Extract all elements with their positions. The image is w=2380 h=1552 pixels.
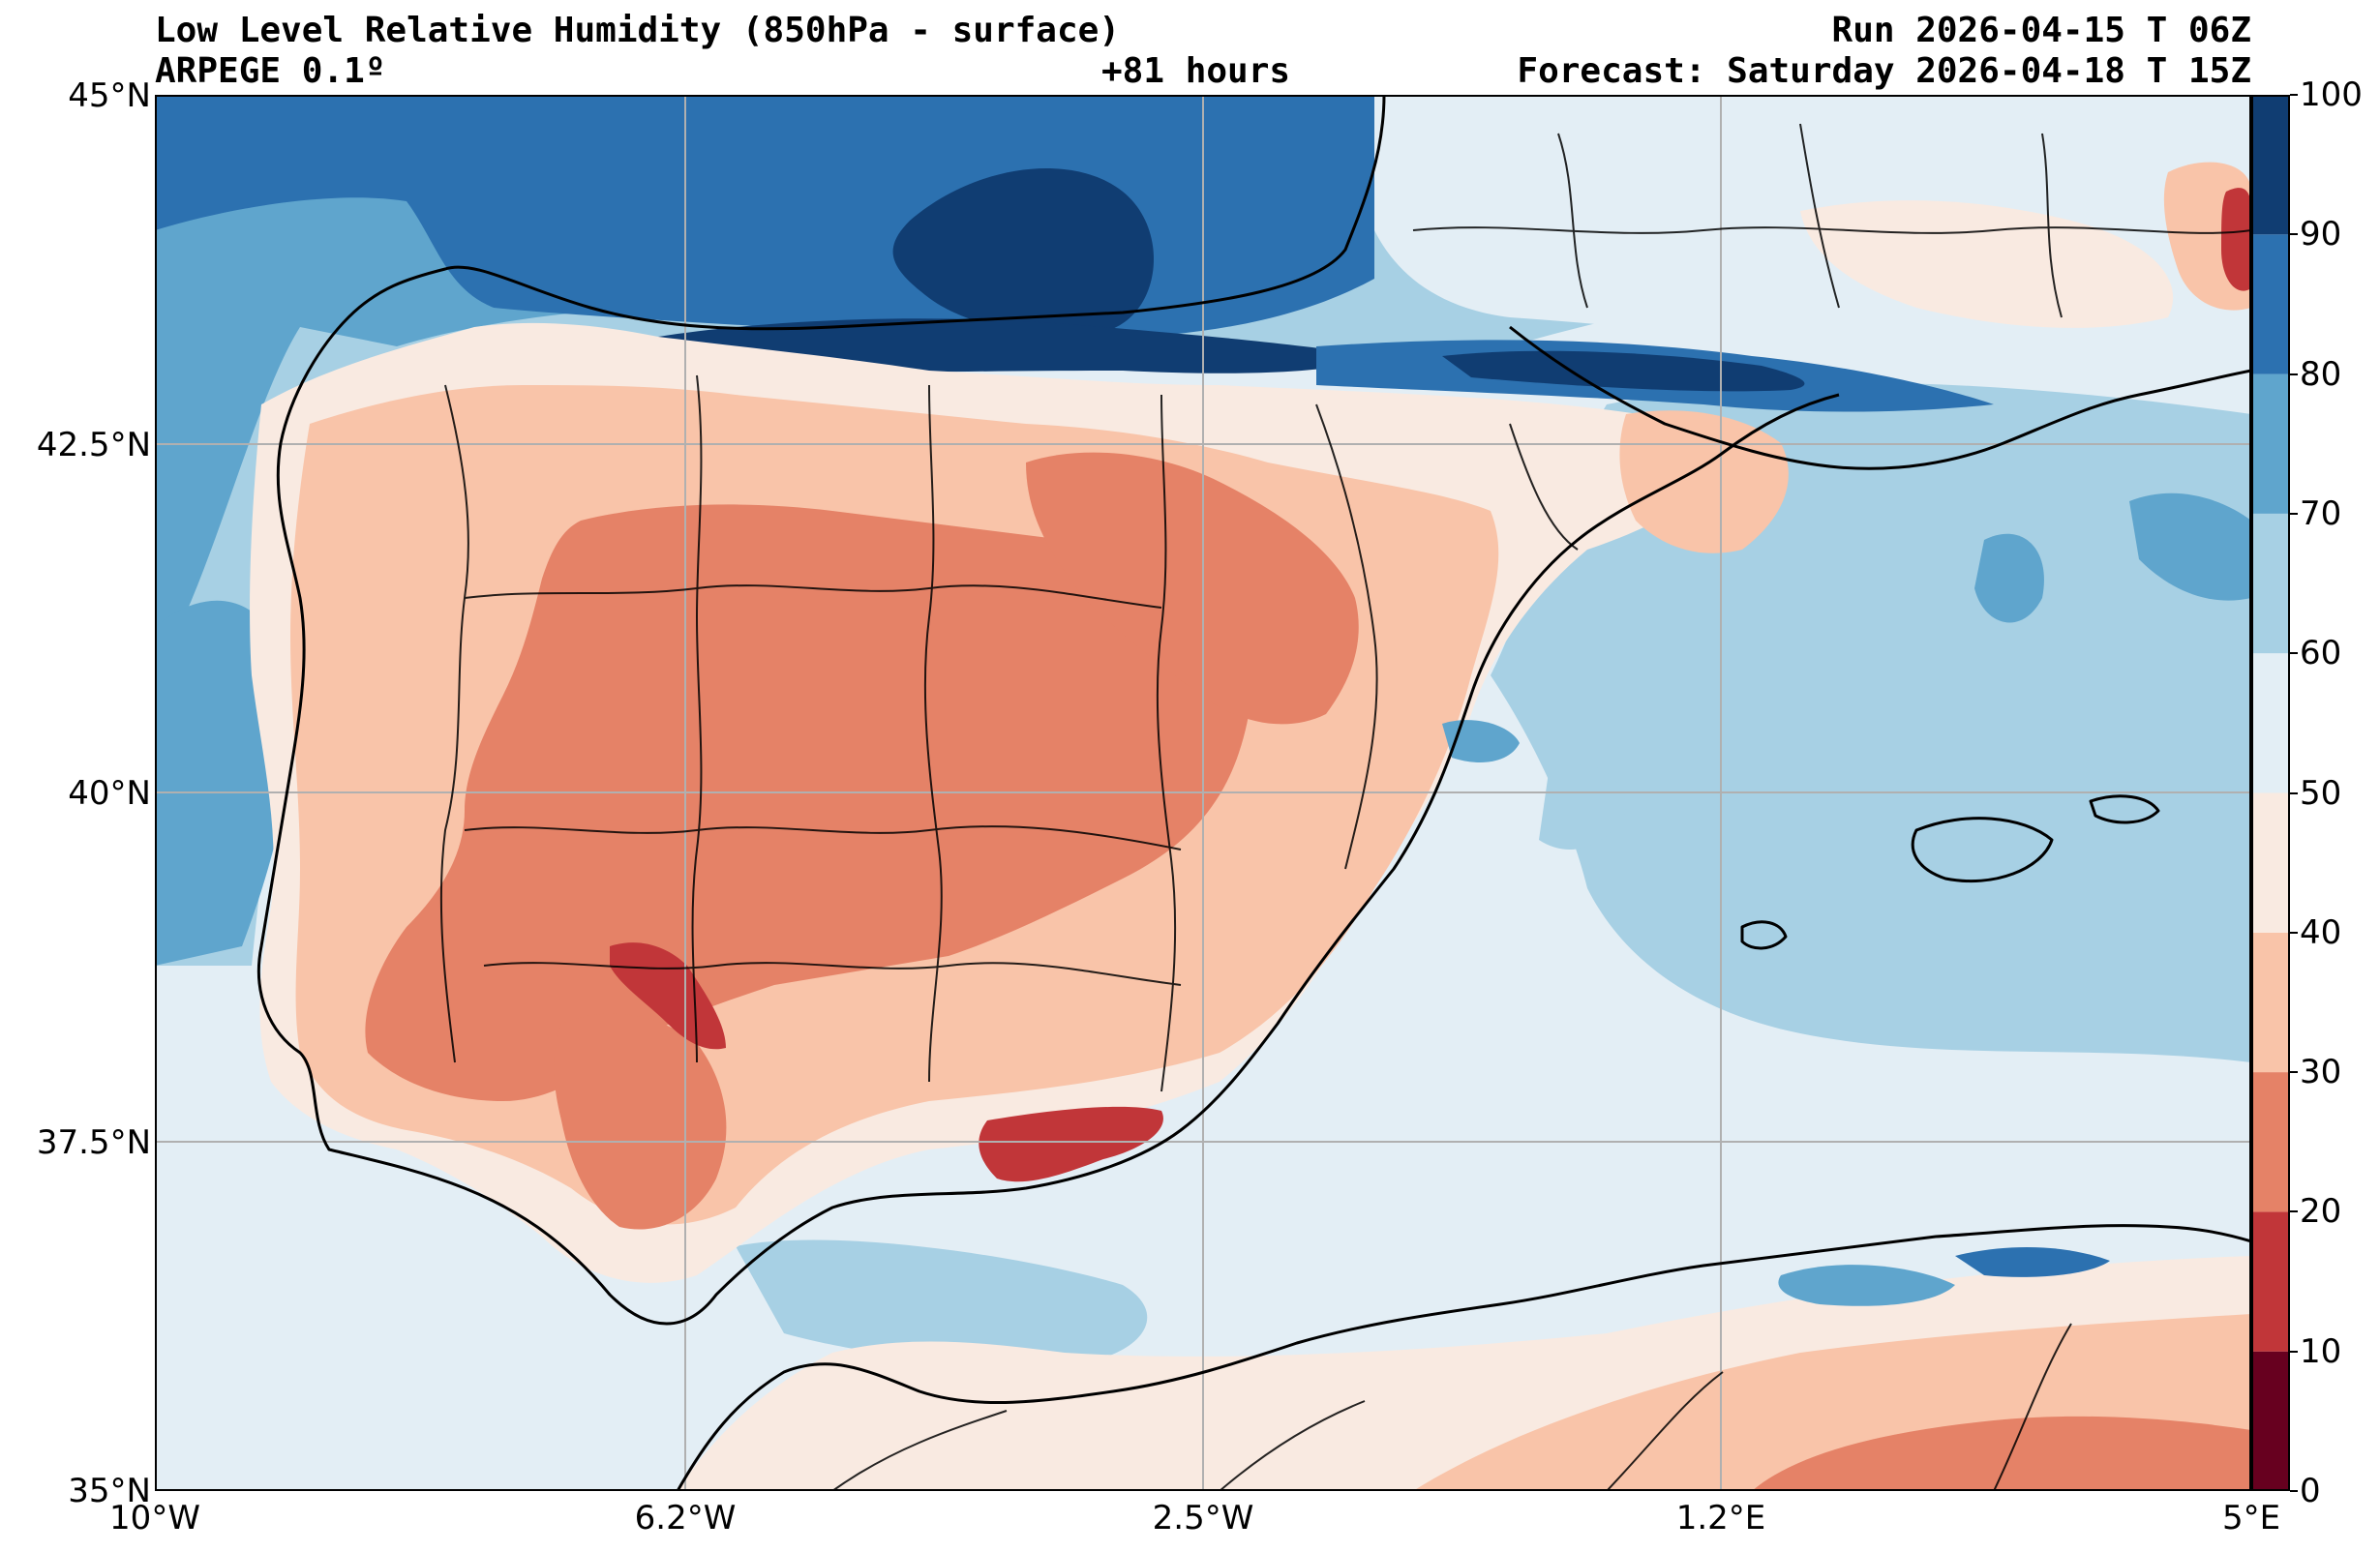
ligurian-moist-patch: [2129, 492, 2251, 601]
map-title: Low Level Relative Humidity (850hPa - su…: [155, 11, 1120, 50]
colorbar-segment-50-60: [2251, 653, 2290, 793]
lat-label-40n: 40°N: [68, 774, 151, 813]
catalonia-dry: [1619, 410, 1789, 553]
lead-time: +81 hours: [1101, 51, 1291, 91]
lat-label-37-5n: 37.5°N: [36, 1123, 151, 1162]
colorbar-tick-20: 20: [2300, 1192, 2342, 1232]
north-africa-coastline: [676, 1224, 2251, 1491]
balearic-sea-humidity: [1491, 382, 2251, 1063]
colorbar-tick-60: 60: [2300, 634, 2342, 673]
iberia-coastline: [256, 95, 1840, 1326]
andalusia-dry: [554, 1013, 727, 1230]
alps-10-20: [2221, 188, 2251, 291]
lon-label-5e: 5°E: [2221, 1499, 2281, 1537]
colorbar-tick-mark: [2290, 512, 2298, 515]
colorbar-tick-mark: [2290, 1350, 2298, 1353]
colorbar-tick-40: 40: [2300, 912, 2342, 952]
colorbar-tick-mark: [2290, 931, 2298, 934]
colorbar-segment-60-70: [2251, 513, 2290, 654]
colorbar-segment-10-20: [2251, 1211, 2290, 1352]
north-africa-land-20-30: [1752, 1416, 2251, 1491]
valencia-moist-patch: [1442, 720, 1520, 762]
sierra-nevada-10-20: [979, 1106, 1163, 1182]
region-borders: [439, 123, 2251, 1491]
colorbar-tick-mark: [2290, 373, 2298, 375]
colorbar-tick-50: 50: [2300, 773, 2342, 813]
iberia-land-20-30: [365, 504, 1252, 1101]
colorbar: [2251, 95, 2290, 1491]
colorbar-tick-30: 30: [2300, 1053, 2342, 1092]
ibiza-coast: [1740, 920, 1788, 950]
colorbar-segment-70-80: [2251, 373, 2290, 514]
model-name: ARPEGE 0.1º: [155, 51, 386, 91]
lat-label-45n: 45°N: [68, 76, 151, 115]
lon-label-10w: 10°W: [109, 1499, 200, 1537]
colorbar-tick-mark: [2290, 94, 2298, 96]
colorbar-tick-80: 80: [2300, 354, 2342, 394]
colorbar-segment-0-10: [2251, 1351, 2290, 1491]
run-time: Run 2026-04-15 T 06Z: [1831, 11, 2251, 50]
colorbar-segment-80-90: [2251, 234, 2290, 374]
lat-label-35n: 35°N: [68, 1472, 151, 1510]
graticule: [155, 95, 2251, 1491]
valencia-coast-light: [1539, 764, 1626, 850]
humidity-map: [155, 95, 2251, 1491]
colorbar-tick-10: 10: [2300, 1331, 2342, 1371]
pyrenees-core-90: [1442, 350, 1805, 392]
colorbar-tick-mark: [2290, 1210, 2298, 1213]
colorbar-segment-30-40: [2251, 932, 2290, 1073]
gulf-lion-moist: [1974, 533, 2044, 623]
colorbar-segment-40-50: [2251, 792, 2290, 933]
lon-label-6-2w: 6.2°W: [634, 1499, 737, 1537]
colorbar-segment-20-30: [2251, 1072, 2290, 1212]
colorbar-tick-mark: [2290, 1490, 2298, 1492]
colorbar-tick-70: 70: [2300, 493, 2342, 533]
bay-of-biscay-90: [892, 168, 1155, 336]
colorbar-tick-mark: [2290, 652, 2298, 655]
forecast-time: Forecast: Saturday 2026-04-18 T 15Z: [1517, 51, 2251, 91]
east-iberia-dry: [1026, 452, 1359, 725]
menorca-coast: [2089, 794, 2160, 824]
colorbar-tick-mark: [2290, 791, 2298, 794]
alboran-light: [736, 1239, 1148, 1365]
mallorca-coast: [1911, 817, 2054, 883]
colorbar-tick-mark: [2290, 233, 2298, 236]
france-coastline: [1509, 325, 2251, 470]
extremadura-10-20: [610, 942, 726, 1050]
colorbar-segment-90-100: [2251, 95, 2290, 235]
atlas-moist-patch: [1778, 1265, 1955, 1306]
lon-label-1-2e: 1.2°E: [1675, 1499, 1766, 1537]
lat-label-42-5n: 42.5°N: [36, 426, 151, 464]
colorbar-tick-100: 100: [2300, 75, 2363, 114]
colorbar-tick-0: 0: [2300, 1472, 2321, 1510]
lon-label-2-5w: 2.5°W: [1152, 1499, 1254, 1537]
colorbar-tick-90: 90: [2300, 215, 2342, 254]
colorbar-tick-mark: [2290, 1071, 2298, 1074]
coastlines: [256, 95, 2251, 1491]
atlas-moist-patch-2: [1955, 1246, 2110, 1277]
